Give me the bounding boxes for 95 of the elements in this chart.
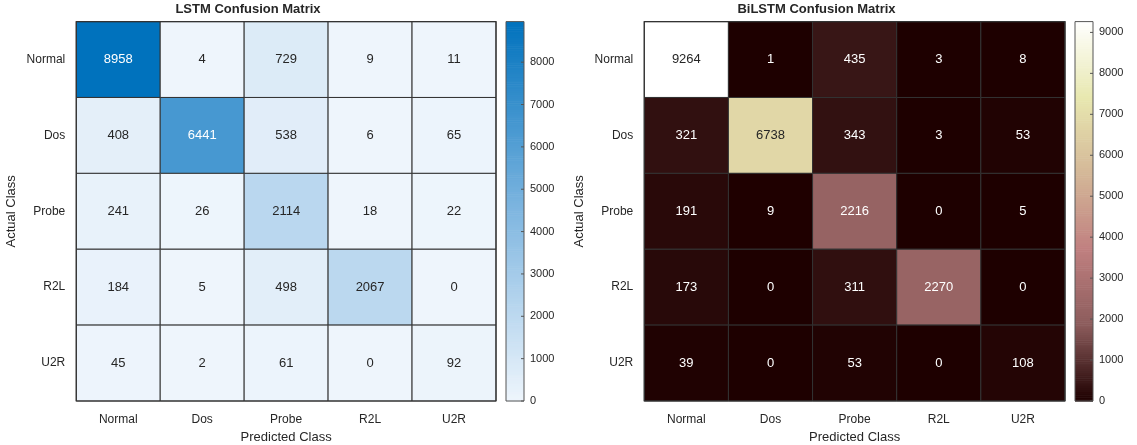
data-label: 0: [450, 278, 458, 294]
data-label: 321: [675, 127, 698, 142]
data-label: 18: [362, 202, 378, 218]
x-tick-label: Normal: [667, 411, 706, 426]
data-label: 53: [847, 354, 862, 370]
data-label: 2216: [840, 202, 870, 218]
data-label: 311: [844, 278, 865, 294]
data-label: 173: [675, 278, 698, 294]
data-label: 92: [446, 354, 462, 370]
data-label: 6738: [756, 127, 785, 142]
y-tick-label: R2L: [611, 279, 634, 294]
data-label: 9: [366, 51, 374, 67]
data-label: 45: [111, 354, 126, 370]
data-label: 0: [1019, 278, 1027, 294]
color-bar-label: 2000: [1099, 312, 1124, 325]
y-axis-title: Actual Class: [3, 174, 19, 248]
data-label: 1: [766, 51, 775, 67]
color-bar-label: 3000: [530, 266, 555, 279]
data-label: 9: [766, 202, 775, 218]
data-label: 2114: [272, 202, 301, 218]
chart-title: BiLSTM Confusion Matrix: [737, 1, 897, 17]
data-label: 65: [446, 127, 462, 142]
data-label: 0: [766, 278, 775, 294]
color-bar-label: 5000: [1099, 189, 1124, 202]
color-bar-label: 4000: [530, 224, 555, 237]
y-tick-label: Dos: [43, 127, 66, 142]
data-label: 2: [198, 354, 206, 370]
data-label: 241: [107, 202, 130, 218]
data-label: 8: [1019, 51, 1027, 67]
data-label: 5: [1019, 202, 1027, 218]
color-bar-label: 0: [1099, 394, 1106, 407]
chart-title: LSTM Confusion Matrix: [175, 1, 322, 17]
data-label: 0: [935, 202, 943, 218]
data-label: 39: [679, 354, 694, 370]
y-tick-label: U2R: [609, 355, 634, 370]
data-label: 0: [366, 354, 374, 370]
color-bar-label: 0: [530, 394, 537, 407]
data-label: 3: [935, 51, 943, 67]
x-tick-label: U2R: [442, 411, 467, 426]
data-label: 2067: [355, 278, 385, 294]
data-label: 191: [675, 202, 698, 218]
data-label: 6: [366, 127, 374, 142]
color-bar-label: 7000: [530, 97, 555, 110]
x-tick-label: R2L: [927, 411, 951, 426]
x-axis-title: Predicted Class: [809, 428, 901, 444]
data-label: 408: [107, 127, 130, 142]
y-axis-title: Actual Class: [571, 174, 587, 248]
data-label: 0: [935, 354, 943, 370]
color-bar-label: 5000: [530, 182, 555, 195]
x-tick-label: Dos: [191, 411, 213, 426]
data-label: 498: [275, 278, 297, 294]
y-tick-label: Normal: [594, 51, 634, 66]
x-tick-label: Normal: [98, 411, 138, 426]
color-bar-label: 8000: [530, 55, 555, 68]
color-bar-label: 6000: [530, 139, 555, 152]
data-label: 22: [446, 202, 462, 218]
color-bar-label: 6000: [1099, 148, 1124, 161]
color-bar-label: 7000: [1099, 107, 1124, 120]
color-bar-label: 9000: [1099, 25, 1124, 38]
y-tick-label: Probe: [33, 203, 66, 218]
x-tick-label: U2R: [1010, 411, 1036, 426]
data-label: 26: [194, 202, 210, 218]
data-label: 2270: [924, 278, 954, 294]
x-tick-label: Probe: [838, 411, 871, 426]
y-tick-label: Dos: [611, 127, 634, 142]
y-tick-label: Probe: [601, 203, 634, 218]
color-bar-label: 8000: [1099, 66, 1124, 79]
y-tick-label: Normal: [26, 51, 66, 66]
data-label: 61: [278, 354, 294, 370]
data-label: 11: [447, 51, 461, 67]
color-bar-label: 4000: [1099, 230, 1124, 243]
data-label: 538: [275, 127, 297, 142]
y-tick-label: U2R: [41, 355, 66, 370]
data-label: 108: [1012, 354, 1034, 370]
color-bar-label: 1000: [1099, 353, 1124, 366]
data-label: 343: [843, 127, 866, 142]
data-label: 0: [766, 354, 775, 370]
data-label: 4: [198, 51, 206, 67]
data-label: 5: [198, 278, 206, 294]
x-tick-label: R2L: [359, 411, 382, 426]
color-bar-label: 2000: [530, 309, 555, 322]
x-tick-label: Probe: [270, 411, 303, 426]
x-axis-title: Predicted Class: [240, 428, 333, 444]
data-label: 8958: [103, 51, 133, 67]
color-bar-label: 1000: [530, 351, 555, 364]
data-label: 53: [1015, 127, 1031, 142]
data-label: 729: [275, 51, 297, 67]
color-bar-label: 3000: [1099, 271, 1124, 284]
y-tick-label: R2L: [43, 279, 66, 294]
data-label: 3: [935, 127, 943, 142]
data-label: 9264: [671, 51, 701, 67]
data-label: 6441: [187, 127, 217, 142]
data-label: 435: [843, 51, 866, 67]
data-label: 184: [107, 278, 130, 294]
x-tick-label: Dos: [759, 411, 782, 426]
